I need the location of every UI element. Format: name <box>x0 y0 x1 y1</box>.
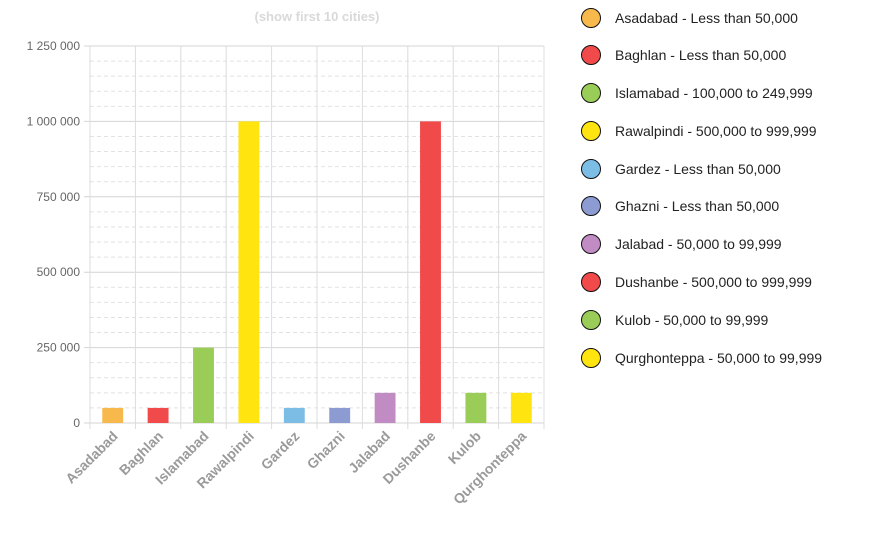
legend-swatch <box>581 234 601 255</box>
legend-label: Qurghonteppa - 50,000 to 99,999 <box>615 349 823 366</box>
legend-item[interactable]: Islamabad - 100,000 to 249,999 <box>578 80 890 107</box>
bar <box>238 121 260 423</box>
legend-item[interactable]: Asadabad - Less than 50,000 <box>578 4 890 31</box>
legend-item[interactable]: Qurghonteppa - 50,000 to 99,999 <box>578 344 890 371</box>
legend: Asadabad - Less than 50,000 Baghlan - Les… <box>578 4 890 382</box>
legend-label: Gardez - Less than 50,000 <box>615 160 781 177</box>
legend-swatch <box>581 158 601 179</box>
y-tick-label: 0 <box>73 416 80 430</box>
x-tick-label: Ghazni <box>304 428 348 472</box>
bar <box>329 407 351 423</box>
legend-swatch <box>581 45 601 66</box>
x-tick-label: Asadabad <box>62 428 121 487</box>
legend-item[interactable]: Baghlan - Less than 50,000 <box>578 42 890 69</box>
legend-label: Kulob - 50,000 to 99,999 <box>615 311 769 328</box>
legend-label: Islamabad - 100,000 to 249,999 <box>615 85 813 102</box>
y-tick-label: 1 250 000 <box>27 39 81 53</box>
legend-swatch <box>581 309 601 330</box>
legend-item[interactable]: Rawalpindi - 500,000 to 999,999 <box>578 117 890 144</box>
legend-swatch <box>581 347 601 368</box>
legend-item[interactable]: Dushanbe - 500,000 to 999,999 <box>578 269 890 296</box>
bar <box>465 392 487 423</box>
legend-item[interactable]: Ghazni - Less than 50,000 <box>578 193 890 220</box>
legend-swatch <box>581 196 601 217</box>
y-tick-label: 1 000 000 <box>27 114 81 128</box>
legend-swatch <box>581 120 601 141</box>
legend-swatch <box>581 272 601 293</box>
bar <box>102 407 124 423</box>
legend-item[interactable]: Gardez - Less than 50,000 <box>578 155 890 182</box>
x-tick-label: Kulob <box>445 428 484 467</box>
legend-label: Dushanbe - 500,000 to 999,999 <box>615 274 812 291</box>
legend-label: Jalabad - 50,000 to 99,999 <box>615 236 782 253</box>
y-tick-label: 750 000 <box>37 190 81 204</box>
bar <box>193 347 214 423</box>
bar <box>147 407 169 423</box>
y-tick-label: 500 000 <box>37 265 81 279</box>
legend-swatch <box>581 83 601 104</box>
bar-chart: 0 250 000 500 000 750 000 1 000 000 1 250 000… <box>27 39 545 507</box>
chart-title: (show first 10 cities) <box>254 9 380 24</box>
chart-area: (show first 10 cities) 0 250 000 500 000 75… <box>27 9 545 507</box>
legend-label: Ghazni - Less than 50,000 <box>615 198 780 215</box>
legend-item[interactable]: Kulob - 50,000 to 99,999 <box>578 306 890 333</box>
legend-label: Rawalpindi - 500,000 to 999,999 <box>615 122 817 139</box>
legend-swatch <box>581 7 601 28</box>
y-tick-label: 250 000 <box>37 341 81 355</box>
legend-item[interactable]: Jalabad - 50,000 to 99,999 <box>578 231 890 258</box>
bar <box>374 392 396 423</box>
bar <box>420 121 441 423</box>
bar <box>510 392 532 423</box>
x-tick-label: Gardez <box>258 428 303 473</box>
legend-label: Asadabad - Less than 50,000 <box>615 9 798 26</box>
legend-label: Baghlan - Less than 50,000 <box>615 47 787 64</box>
bar <box>283 407 305 423</box>
